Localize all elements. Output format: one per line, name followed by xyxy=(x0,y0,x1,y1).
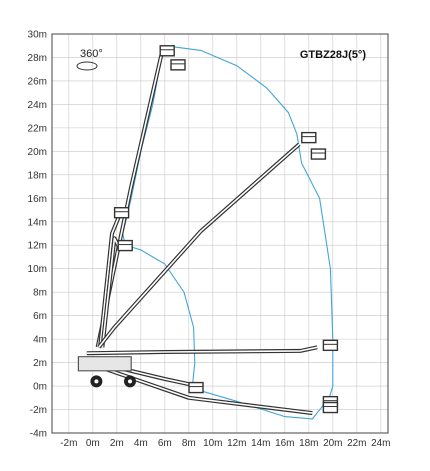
rotation-icon xyxy=(76,61,98,71)
work-basket xyxy=(322,339,339,352)
y-tick-label: 14m xyxy=(28,217,47,228)
x-tick-label: 6m xyxy=(158,438,172,449)
x-tick-label: 2m xyxy=(110,438,124,449)
y-tick-label: 2m xyxy=(33,358,47,369)
y-tick-label: 24m xyxy=(28,100,47,111)
chart-title: GTBZ28J(5°) xyxy=(300,49,366,61)
boom-core xyxy=(86,361,313,414)
x-tick-label: 16m xyxy=(275,438,294,449)
work-basket xyxy=(113,207,130,219)
x-tick-label: -2m xyxy=(60,438,77,449)
y-tick-label: 22m xyxy=(28,123,47,134)
plot-frame xyxy=(51,33,389,434)
inner-envelope-line xyxy=(122,45,196,387)
y-tick-label: 18m xyxy=(28,170,47,181)
x-tick-label: 8m xyxy=(182,438,196,449)
y-tick-label: 26m xyxy=(28,76,47,87)
wheel-hub xyxy=(94,379,99,384)
y-tick-label: 4m xyxy=(33,335,47,346)
x-tick-label: 4m xyxy=(134,438,148,449)
x-tick-label: 0m xyxy=(86,438,100,449)
y-tick-label: -2m xyxy=(30,405,47,416)
x-tick-label: 24m xyxy=(371,438,390,449)
x-tick-label: 22m xyxy=(347,438,366,449)
x-tick-label: 12m xyxy=(227,438,246,449)
machine-base xyxy=(77,356,136,388)
work-basket xyxy=(159,45,175,57)
boom-core xyxy=(98,143,300,348)
axes xyxy=(51,33,389,434)
working-envelope xyxy=(122,45,334,420)
wheel-hub xyxy=(128,379,132,384)
y-tick-label: 0m xyxy=(33,382,47,393)
work-basket xyxy=(188,381,204,394)
work-basket xyxy=(170,59,186,71)
work-basket xyxy=(117,239,133,252)
y-tick-label: 28m xyxy=(28,53,47,64)
chassis xyxy=(77,356,132,372)
boom-positions xyxy=(86,45,339,416)
grid xyxy=(52,33,388,434)
x-tick-label: 20m xyxy=(323,438,342,449)
rotation-label: 360° xyxy=(80,48,103,60)
x-tick-label: 10m xyxy=(203,438,222,449)
boom-core xyxy=(86,346,318,354)
work-basket xyxy=(322,401,339,414)
y-tick-label: 8m xyxy=(33,288,47,299)
x-tick-label: 18m xyxy=(299,438,318,449)
x-tick-label: 14m xyxy=(251,438,270,449)
tick-labels: -2m 0m 2m 4m 6m 8m 10m 12m 14m 16m 18m 20m 22m 24m 30m… xyxy=(28,30,391,450)
rotation-indicator: 360° xyxy=(76,48,103,71)
y-tick-label: 12m xyxy=(28,241,47,252)
y-tick-label: 16m xyxy=(28,194,47,205)
y-tick-label: 30m xyxy=(28,30,47,41)
outer-envelope-line xyxy=(164,45,334,420)
work-basket xyxy=(301,131,317,144)
y-tick-label: 10m xyxy=(28,264,47,275)
y-tick-label: -4m xyxy=(30,429,47,440)
y-tick-label: 6m xyxy=(33,311,47,322)
y-tick-label: 20m xyxy=(28,147,47,158)
work-basket xyxy=(310,148,327,160)
